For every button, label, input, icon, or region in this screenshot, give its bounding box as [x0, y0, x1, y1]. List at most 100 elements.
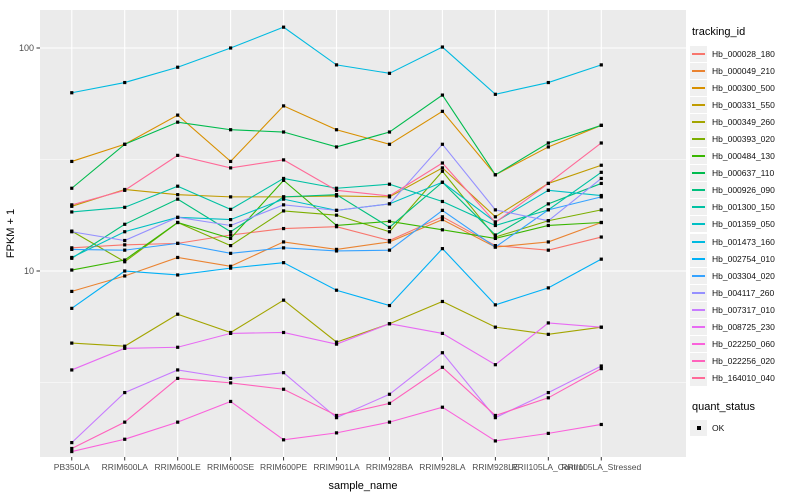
legend-key-line	[692, 377, 705, 380]
data-point	[387, 392, 392, 396]
legend-key-swatch	[690, 45, 707, 62]
x-tick-label: RRIM928BA	[366, 462, 414, 472]
data-point	[387, 225, 392, 229]
data-point	[440, 45, 445, 49]
data-point	[281, 246, 286, 250]
legend-key-swatch	[690, 370, 707, 387]
legend-key-line	[692, 189, 705, 192]
legend-item-Hb_001300_150: Hb_001300_150	[690, 199, 800, 216]
data-point	[493, 223, 497, 228]
x-axis-title: sample_name	[328, 480, 397, 492]
legend-key-swatch	[690, 182, 707, 199]
data-point	[493, 245, 497, 249]
x-tick-label: RRIM928LA	[419, 462, 466, 472]
data-point	[70, 247, 74, 251]
legend-key-line	[692, 240, 705, 243]
data-point	[546, 390, 550, 395]
legend-item-label: Hb_003304_020	[712, 270, 775, 281]
data-point	[70, 368, 74, 372]
legend-item-Hb_002754_010: Hb_002754_010	[690, 250, 800, 267]
x-tick-label: PB350LA	[54, 462, 90, 472]
x-tick-label: RRIM928LE	[472, 462, 519, 472]
data-point	[229, 399, 233, 404]
data-point	[440, 299, 445, 304]
data-point	[281, 240, 286, 244]
data-point	[599, 141, 603, 145]
legend-item-Hb_164010_040: Hb_164010_040	[690, 370, 800, 387]
data-point	[176, 184, 180, 188]
data-point	[440, 169, 445, 173]
data-point	[229, 243, 233, 248]
legend-quant-status-block: quant_status OK	[690, 401, 800, 437]
data-point	[440, 365, 445, 369]
legend-item-label: Hb_000349_260	[712, 116, 775, 127]
legend-item-label: Hb_000331_550	[712, 99, 775, 110]
x-tick-label: RRII105LA_Control	[511, 462, 585, 472]
data-point	[493, 363, 497, 367]
data-point	[176, 273, 180, 277]
data-point	[229, 230, 233, 234]
data-point	[334, 416, 339, 420]
x-tick-label: RRIM600LA	[102, 462, 149, 472]
legend-item-Hb_000300_500: Hb_000300_500	[690, 79, 800, 96]
data-point	[387, 182, 392, 186]
legend-panel: tracking_id Hb_000028_180 Hb_000049_210 Hb…	[690, 0, 800, 500]
data-point	[546, 223, 550, 228]
legend-item-label: Hb_001300_150	[712, 202, 775, 213]
data-point	[387, 130, 392, 134]
data-point	[334, 342, 339, 346]
data-point	[229, 381, 233, 385]
legend-quant-items: OK	[690, 420, 800, 437]
legend-item-label: Hb_022250_060	[712, 339, 775, 350]
data-point	[70, 159, 74, 164]
data-point	[440, 218, 445, 222]
legend-item-label: Hb_008725_230	[712, 322, 775, 333]
data-point	[123, 390, 127, 395]
data-point	[123, 222, 127, 226]
data-point	[229, 223, 233, 228]
data-point	[229, 159, 233, 164]
data-point	[123, 420, 127, 424]
legend-item-Hb_004117_260: Hb_004117_260	[690, 284, 800, 301]
data-point	[440, 228, 445, 232]
data-point	[334, 288, 339, 292]
legend-key-swatch	[690, 131, 707, 148]
data-point	[176, 312, 180, 316]
plot-area: 100 10 PB350LA RRIM600LA RRIM600LE RRIM600SE R…	[5, 10, 686, 492]
data-point	[440, 180, 445, 184]
legend-item-quant-OK: OK	[690, 420, 800, 437]
legend-key-swatch	[690, 301, 707, 318]
data-point	[281, 104, 286, 108]
data-point	[123, 243, 127, 247]
data-point	[546, 80, 550, 85]
data-point	[123, 437, 127, 441]
data-point	[229, 266, 233, 270]
data-point	[281, 371, 286, 375]
data-point	[281, 158, 286, 162]
data-point	[281, 195, 286, 199]
x-tick-label: RRIM901LA	[313, 462, 360, 472]
legend-key-line	[692, 138, 705, 141]
legend-item-label: Hb_164010_040	[712, 373, 775, 384]
data-point	[176, 193, 180, 197]
data-point	[334, 145, 339, 149]
legend-key-line	[692, 360, 705, 363]
legend-item-Hb_008725_230: Hb_008725_230	[690, 319, 800, 336]
data-point	[229, 233, 233, 237]
data-point	[70, 441, 74, 445]
data-point	[281, 298, 286, 302]
data-point	[546, 145, 550, 149]
data-point	[599, 364, 603, 368]
data-point	[440, 142, 445, 146]
data-point	[599, 257, 603, 261]
data-point	[176, 153, 180, 157]
data-point	[281, 176, 286, 181]
x-tick-label: RRIM600LE	[155, 462, 202, 472]
data-point	[123, 238, 127, 243]
gridlines	[40, 10, 686, 457]
data-point	[281, 130, 286, 134]
data-point	[599, 208, 603, 212]
legend-item-label: Hb_000300_500	[712, 82, 775, 93]
y-tick-label: 10	[24, 266, 34, 276]
